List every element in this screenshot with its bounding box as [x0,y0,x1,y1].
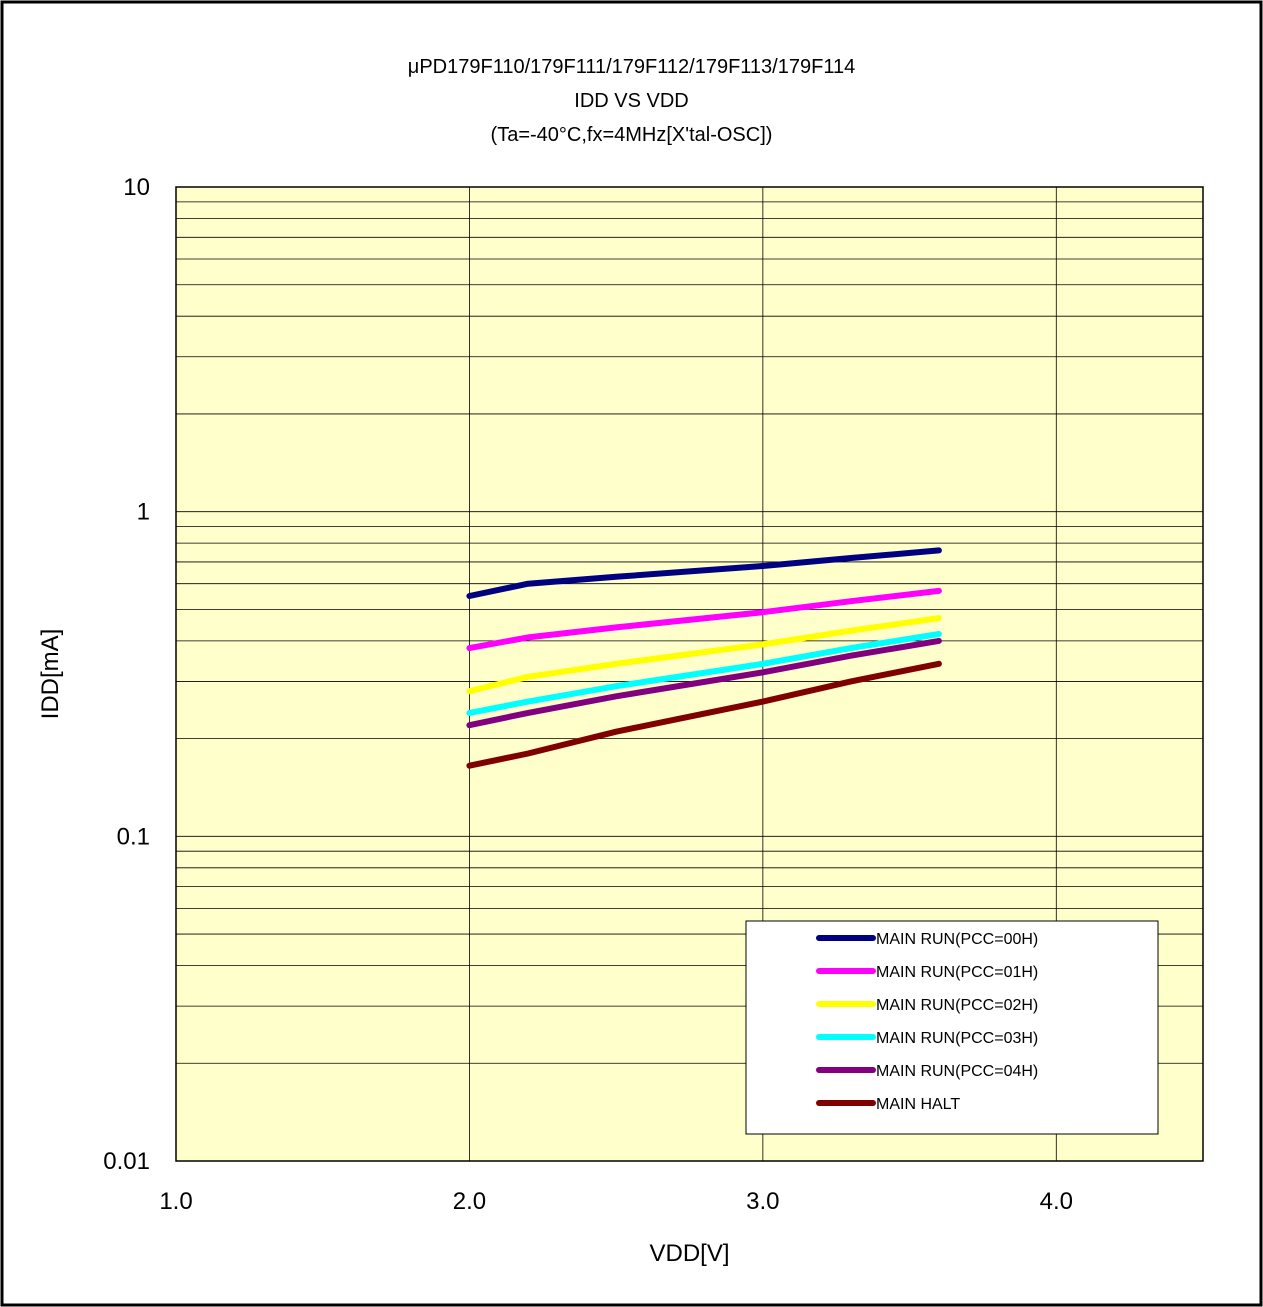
legend-label-6: MAIN HALT [876,1096,960,1113]
legend-label-3: MAIN RUN(PCC=02H) [876,997,1038,1014]
legend-label-1: MAIN RUN(PCC=00H) [876,931,1038,948]
chart-title-line-3: (Ta=-40°C,fx=4MHz[X'tal-OSC]) [490,124,773,146]
legend-box [745,920,1159,1135]
series-line-2 [466,587,942,652]
y-tick-label: 10 [123,174,150,201]
legend-label-2: MAIN RUN(PCC=01H) [876,964,1038,981]
y-tick-label: 0.1 [117,823,150,850]
plot-border [175,186,1204,1162]
y-tick-label: 0.01 [103,1148,150,1175]
series-line-3 [466,615,942,695]
legend: MAIN RUN(PCC=00H) MAIN RUN(PCC=01H) MAIN R… [745,920,1159,1135]
series-line-1 [466,547,942,599]
legend-label-4: MAIN RUN(PCC=03H) [876,1030,1038,1047]
chart-title-line-1: μPD179F110/179F111/179F112/179F113/179F1… [407,56,856,78]
series-layer [466,547,942,769]
x-tick-label: 2.0 [453,1188,486,1215]
y-tick-label: 1 [137,499,150,526]
x-tick-label: 1.0 [159,1188,192,1215]
y-axis-title: IDD[mA] [37,629,64,720]
x-tick-label: 4.0 [1040,1188,1073,1215]
tick-labels: 1.0 2.0 3.0 4.0 0.01 0.1 1 10 [103,174,1073,1215]
x-axis-title: VDD[V] [649,1240,729,1267]
series-line-6 [466,660,942,769]
chart-title-line-2: IDD VS VDD [574,90,689,112]
legend-label-5: MAIN RUN(PCC=04H) [876,1063,1038,1080]
x-tick-label: 3.0 [746,1188,779,1215]
series-line-4 [466,631,942,716]
series-line-5 [466,637,942,729]
